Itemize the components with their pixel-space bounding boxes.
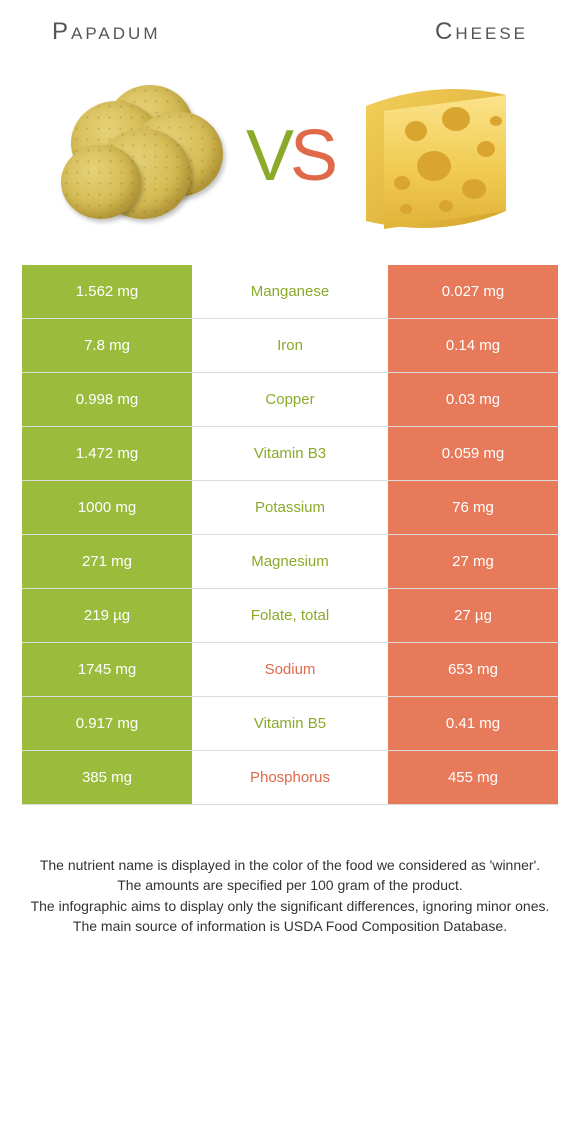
vs-s: S (290, 116, 334, 196)
left-food-title: Papadum (52, 18, 160, 46)
right-value-cell: 76 mg (388, 481, 558, 534)
left-value-cell: 0.998 mg (22, 373, 192, 426)
vs-v: V (246, 116, 290, 196)
left-value-cell: 1.472 mg (22, 427, 192, 480)
table-row: 7.8 mgIron0.14 mg (22, 319, 558, 373)
nutrient-label-cell: Magnesium (192, 535, 388, 588)
table-row: 1.472 mgVitamin B30.059 mg (22, 427, 558, 481)
nutrient-label-cell: Potassium (192, 481, 388, 534)
papadum-image (59, 68, 234, 243)
nutrient-label-cell: Vitamin B5 (192, 697, 388, 750)
nutrient-comparison-table: 1.562 mgManganese0.027 mg7.8 mgIron0.14 … (22, 265, 558, 805)
header: Papadum Cheese (22, 18, 558, 60)
right-value-cell: 27 mg (388, 535, 558, 588)
left-value-cell: 1000 mg (22, 481, 192, 534)
table-row: 219 µgFolate, total27 µg (22, 589, 558, 643)
table-row: 1745 mgSodium653 mg (22, 643, 558, 697)
nutrient-label-cell: Manganese (192, 265, 388, 318)
left-value-cell: 0.917 mg (22, 697, 192, 750)
nutrient-label-cell: Copper (192, 373, 388, 426)
table-row: 385 mgPhosphorus455 mg (22, 751, 558, 805)
right-value-cell: 653 mg (388, 643, 558, 696)
table-row: 0.998 mgCopper0.03 mg (22, 373, 558, 427)
hero-row: VS (22, 68, 558, 243)
left-value-cell: 385 mg (22, 751, 192, 804)
table-row: 271 mgMagnesium27 mg (22, 535, 558, 589)
right-value-cell: 0.41 mg (388, 697, 558, 750)
right-food-title: Cheese (435, 18, 528, 46)
right-value-cell: 0.027 mg (388, 265, 558, 318)
cheese-image (346, 68, 521, 243)
nutrient-label-cell: Iron (192, 319, 388, 372)
footer-notes: The nutrient name is displayed in the co… (22, 855, 558, 936)
vs-label: VS (246, 120, 334, 192)
nutrient-label-cell: Phosphorus (192, 751, 388, 804)
nutrient-label-cell: Vitamin B3 (192, 427, 388, 480)
footer-line-2: The amounts are specified per 100 gram o… (28, 875, 552, 895)
footer-line-4: The main source of information is USDA F… (28, 916, 552, 936)
right-value-cell: 27 µg (388, 589, 558, 642)
left-value-cell: 271 mg (22, 535, 192, 588)
table-row: 0.917 mgVitamin B50.41 mg (22, 697, 558, 751)
left-value-cell: 1745 mg (22, 643, 192, 696)
table-row: 1000 mgPotassium76 mg (22, 481, 558, 535)
right-value-cell: 455 mg (388, 751, 558, 804)
right-value-cell: 0.14 mg (388, 319, 558, 372)
right-value-cell: 0.059 mg (388, 427, 558, 480)
left-value-cell: 1.562 mg (22, 265, 192, 318)
footer-line-3: The infographic aims to display only the… (28, 896, 552, 916)
footer-line-1: The nutrient name is displayed in the co… (28, 855, 552, 875)
nutrient-label-cell: Sodium (192, 643, 388, 696)
nutrient-label-cell: Folate, total (192, 589, 388, 642)
left-value-cell: 219 µg (22, 589, 192, 642)
right-value-cell: 0.03 mg (388, 373, 558, 426)
table-row: 1.562 mgManganese0.027 mg (22, 265, 558, 319)
left-value-cell: 7.8 mg (22, 319, 192, 372)
